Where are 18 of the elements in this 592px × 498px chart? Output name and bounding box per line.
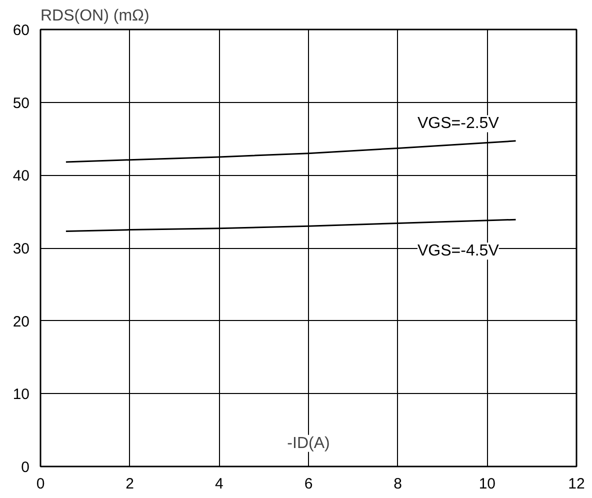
y-axis-title: RDS(ON) (mΩ) — [40, 8, 150, 24]
x-tick-label: 2 — [126, 476, 134, 492]
x-tick-label: 10 — [478, 476, 496, 492]
x-tick-label: 6 — [304, 476, 313, 492]
x-tick-label: 8 — [394, 476, 402, 492]
y-tick-label: 30 — [12, 240, 30, 258]
y-tick-label: 20 — [12, 313, 30, 330]
series-label: VGS=-4.5V — [417, 242, 500, 260]
y-tick-label: 50 — [12, 94, 30, 112]
y-tick-label: 10 — [12, 386, 30, 404]
y-tick-label: 0 — [21, 459, 30, 476]
x-tick-label: 4 — [214, 476, 224, 492]
y-tick-label: 60 — [12, 22, 30, 39]
x-axis-title: -ID(A) — [287, 434, 330, 452]
x-tick-label: 12 — [568, 476, 585, 492]
series-label: VGS=-2.5V — [417, 115, 500, 132]
x-tick-label: 0 — [36, 476, 45, 492]
y-tick-label: 40 — [12, 168, 30, 185]
